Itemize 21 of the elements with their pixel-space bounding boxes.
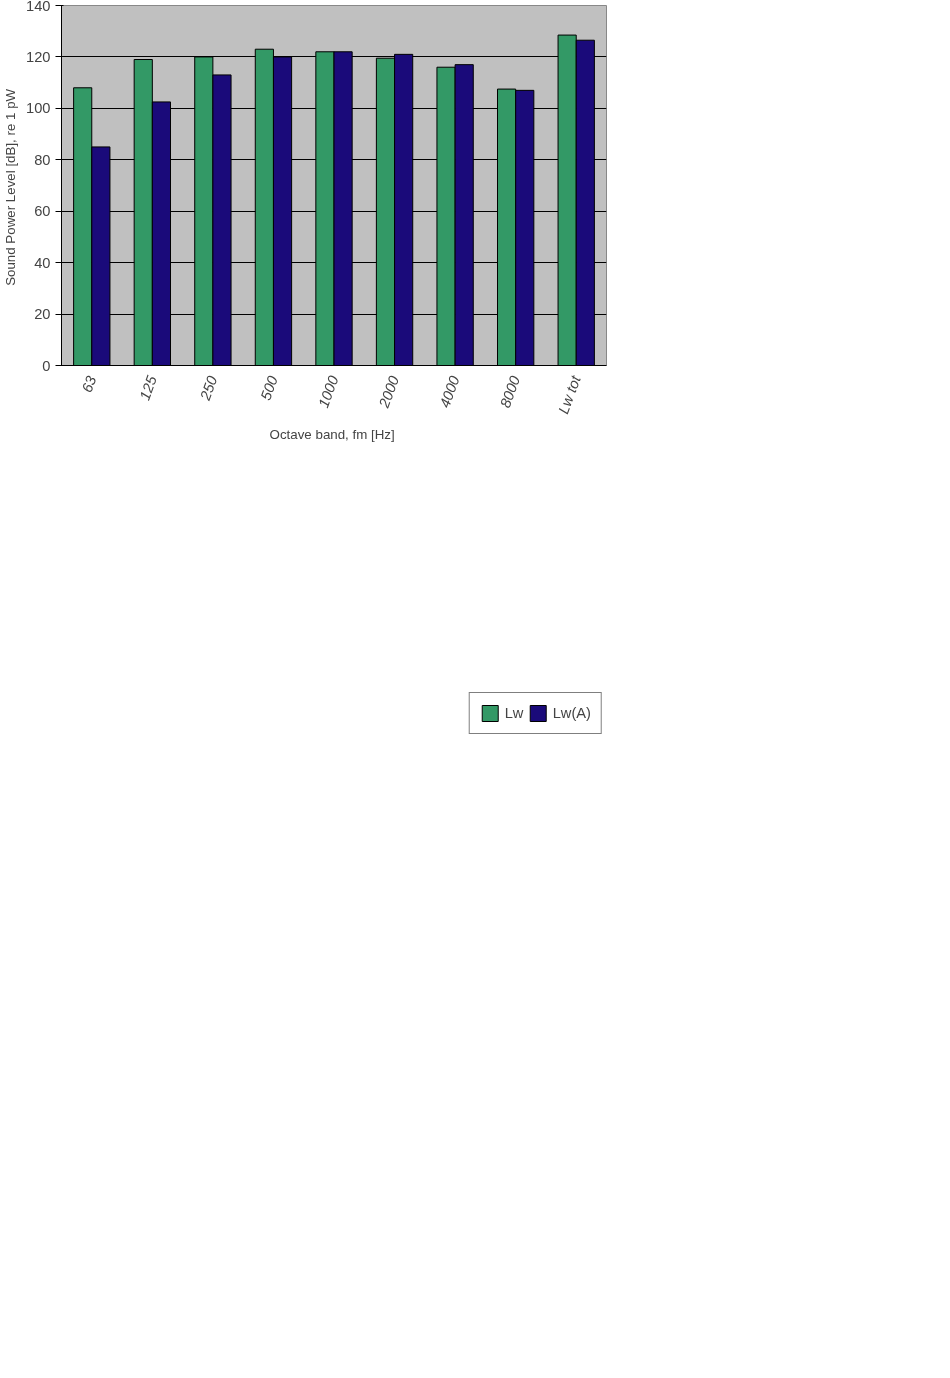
x-tick-label: Lw tot [555,372,585,416]
x-tick-label: 4000 [436,372,463,410]
x-tick-label: 500 [257,372,282,403]
y-tick-label: 120 [26,48,51,65]
x-tick-label: 2000 [375,372,403,411]
y-tick-label: 80 [34,151,51,168]
y-axis-title: Sound Power Level [dB], re 1 pW [3,88,19,286]
y-tick-label: 100 [26,100,51,117]
y-tick-label: 0 [42,357,51,374]
y-tick-label: 40 [34,254,51,271]
y-tick-label: 20 [34,306,51,323]
y-tick-label: 140 [26,0,51,14]
x-tick-label: 250 [196,372,221,404]
x-axis-title: Octave band, fm [Hz] [269,426,395,442]
legend-label: Lw(A) [552,705,591,721]
x-tick-label: 63 [78,372,100,395]
x-tick-label: 1000 [315,372,342,410]
legend-label: Lw [504,705,525,721]
x-tick-label: 8000 [497,372,524,410]
y-tick-label: 60 [34,203,51,220]
x-tick-label: 125 [136,372,161,403]
